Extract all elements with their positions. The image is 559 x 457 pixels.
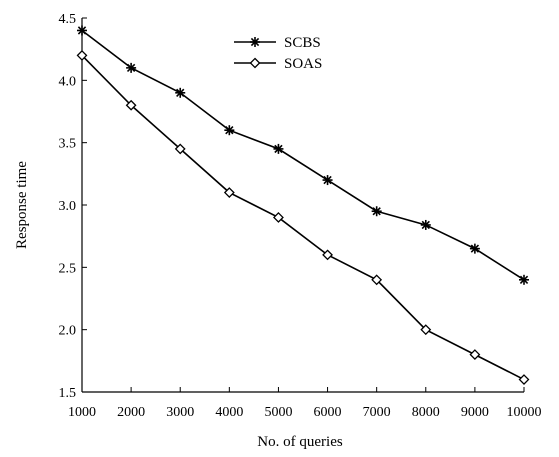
data-point-scbs [420,219,431,230]
legend-item-soas: SOAS [234,56,322,72]
data-point-soas [125,99,137,111]
data-point-scbs [77,25,87,36]
y-tick-label: 1.5 [59,386,77,401]
x-tick-label: 8000 [412,405,440,420]
legend-marker [250,37,260,47]
y-axis-title: Response time [14,161,30,249]
series-line-scbs [81,29,525,281]
data-point-soas [518,374,530,385]
y-tick-label: 3.5 [59,137,77,152]
data-point-scbs [273,143,284,154]
x-axis-title: No. of queries [257,434,343,450]
y-tick-label: 2.0 [59,324,77,339]
data-point-scbs [322,175,333,186]
x-ticks: 1000 2000 3000 4000 5000 6000 7000 8000 9000 1000… [68,387,542,420]
data-point-scbs [371,206,382,217]
legend-label: SCBS [284,35,321,51]
data-point-soas [371,274,383,286]
data-point-scbs [175,87,186,98]
x-tick-label: 10000 [507,405,542,420]
y-tick-label: 3.0 [59,199,77,214]
y-tick-label: 2.5 [59,261,77,276]
data-point-scbs [126,62,137,73]
x-tick-label: 5000 [264,405,292,420]
data-point-scbs [224,125,235,136]
x-tick-label: 6000 [314,405,342,420]
data-point-soas [322,249,333,261]
data-point-scbs [519,274,529,285]
series-scbs [77,25,529,285]
data-point-soas [420,324,432,336]
series-soas [76,49,530,385]
series-layer [76,25,530,385]
x-tick-label: 3000 [166,405,194,420]
x-tick-label: 4000 [215,405,243,420]
axes [81,18,524,393]
data-point-soas [223,187,235,198]
legend-item-scbs: SCBS [234,35,321,51]
legend: SCBS SOAS [234,35,322,72]
x-tick-label: 9000 [461,405,489,420]
data-point-soas [174,143,186,155]
x-tick-label: 1000 [68,405,96,420]
legend-label: SOAS [284,56,322,72]
y-ticks: 1.5 2.0 2.5 3.0 3.5 4.0 4.5 [59,12,87,401]
y-tick-label: 4.0 [59,74,77,89]
data-point-soas [469,349,481,361]
x-tick-label: 7000 [363,405,391,420]
y-tick-label: 4.5 [59,12,77,27]
legend-marker [249,57,261,69]
x-tick-label: 2000 [117,405,145,420]
data-point-soas [76,49,88,61]
data-point-scbs [469,243,480,254]
data-point-soas [273,212,284,223]
series-line-soas [81,54,525,381]
